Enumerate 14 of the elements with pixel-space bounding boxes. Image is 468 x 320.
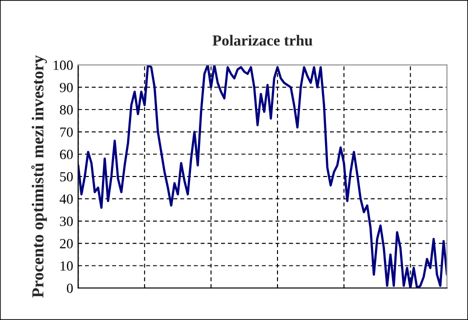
y-tick-label: 0 [66,284,73,293]
y-tick-label: 60 [60,150,73,160]
y-tick-label: 40 [60,194,73,204]
y-tick-label: 70 [60,127,73,137]
line-series [78,64,447,288]
y-axis-title: Procento optimistů mezi investory [31,55,47,298]
y-tick-label: 90 [60,82,73,92]
y-tick-label: 80 [60,105,73,115]
y-tick-label: 10 [60,261,73,271]
y-tick-label: 30 [60,216,73,226]
y-tick-label: 20 [60,238,73,248]
y-tick-label: 100 [54,60,73,70]
y-tick-label: 50 [60,172,73,182]
chart-title: Polarizace trhu [212,34,312,46]
